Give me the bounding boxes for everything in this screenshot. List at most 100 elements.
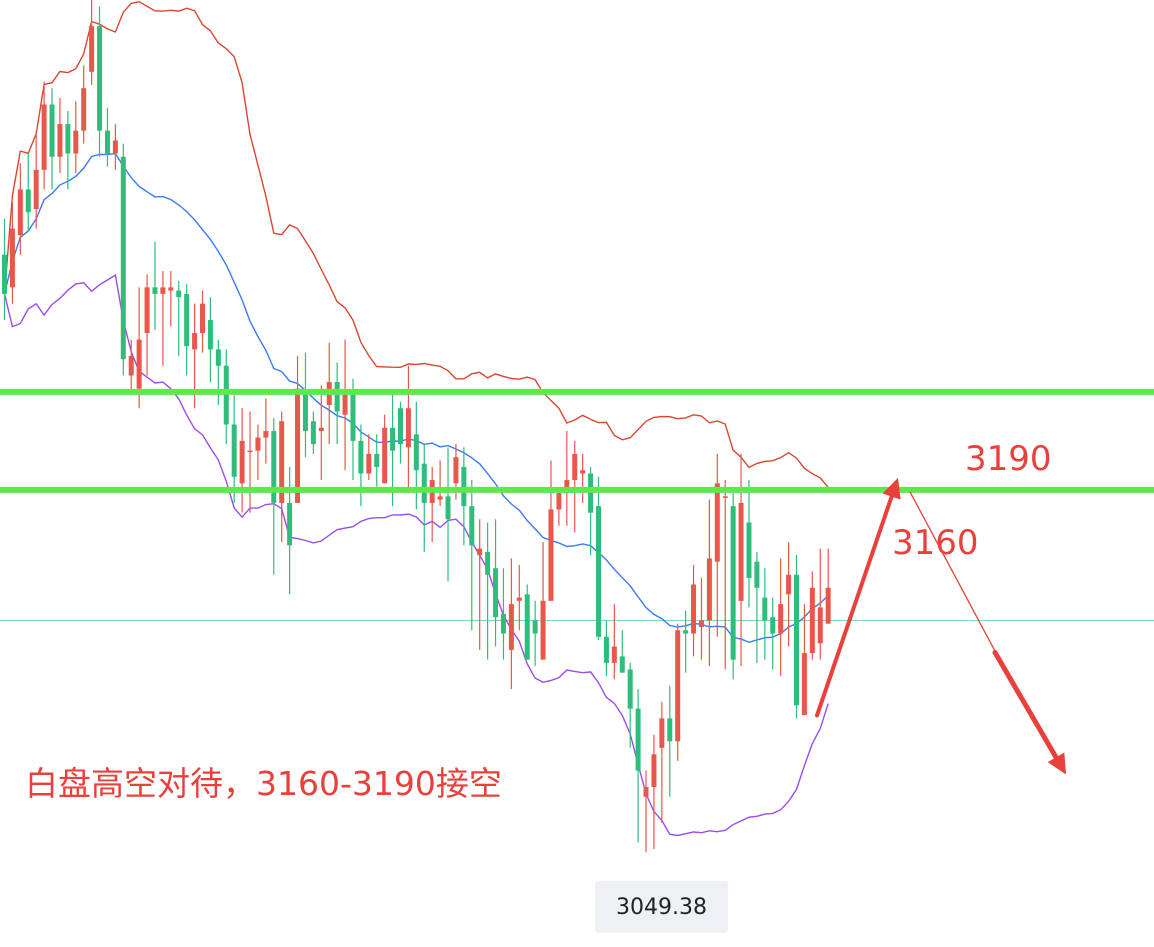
candle: [382, 414, 388, 484]
candle-body: [302, 391, 308, 432]
candle: [17, 163, 23, 255]
candle: [200, 290, 205, 353]
candle: [477, 519, 483, 650]
candle-body: [635, 708, 641, 771]
candle: [500, 568, 506, 660]
candle-body: [73, 130, 79, 154]
candle-body: [342, 391, 348, 415]
candle: [144, 274, 150, 376]
candle: [485, 522, 491, 660]
candle: [524, 584, 530, 660]
candle: [611, 604, 617, 680]
candle: [366, 434, 372, 481]
candle: [778, 558, 784, 676]
candle: [263, 398, 269, 464]
candle: [374, 434, 380, 487]
candle-body: [651, 754, 657, 787]
candle-body: [65, 124, 71, 154]
candle-body: [500, 613, 506, 634]
candle-body: [588, 473, 594, 513]
candle: [207, 297, 213, 383]
candle-body: [706, 558, 712, 621]
upper-band-line: [3, 0, 829, 488]
candle: [65, 111, 71, 190]
candle-body: [762, 597, 768, 621]
candle: [239, 408, 245, 513]
candle-body: [168, 287, 174, 291]
candle-body: [738, 502, 744, 601]
candle-body: [493, 568, 499, 618]
candle-body: [698, 620, 704, 627]
candle-body: [128, 355, 134, 376]
candle-body: [667, 718, 673, 742]
candle-body: [160, 287, 166, 294]
candle: [287, 466, 293, 595]
candle: [160, 271, 166, 366]
candle: [350, 378, 356, 481]
candle: [429, 466, 435, 543]
candle: [445, 447, 451, 582]
candle: [469, 480, 475, 631]
candle: [809, 571, 815, 660]
candle-body: [461, 466, 467, 507]
middle-band-line: [3, 152, 829, 644]
candle-body: [350, 391, 356, 441]
candle: [706, 499, 712, 667]
candle: [73, 101, 79, 174]
candle-body: [9, 228, 15, 288]
candle: [714, 453, 720, 637]
candle-body: [730, 506, 736, 660]
candle: [89, 0, 95, 85]
candle: [794, 555, 799, 719]
candle-body: [714, 483, 720, 562]
candle-body: [619, 656, 625, 673]
candle: [112, 124, 118, 170]
resistance-levels: [0, 388, 1154, 493]
candle: [128, 339, 134, 392]
candle-body: [176, 290, 182, 298]
candle-body: [271, 431, 277, 503]
candle-body: [200, 303, 205, 334]
candle-body: [239, 440, 245, 484]
candle-body: [89, 26, 95, 72]
candle-body: [231, 424, 237, 477]
candle: [651, 734, 657, 850]
level-label-3160: 3160: [892, 523, 979, 563]
candle: [223, 349, 229, 445]
candle-body: [675, 630, 681, 742]
candle: [770, 597, 776, 670]
candle-body: [223, 365, 229, 425]
candle: [9, 202, 15, 304]
candle: [310, 411, 316, 454]
candle: [516, 564, 522, 631]
up-arrow-head: [882, 477, 901, 500]
candle: [738, 453, 744, 667]
candle: [57, 97, 63, 174]
candle: [334, 362, 340, 445]
candle-body: [453, 457, 459, 484]
candle-body: [817, 607, 823, 644]
candle: [667, 685, 673, 797]
candle: [754, 551, 760, 663]
candle: [152, 241, 158, 330]
candle-body: [477, 548, 483, 556]
candle-body: [540, 600, 546, 660]
down-arrow-thin: [909, 491, 1001, 661]
candle-body: [778, 604, 784, 634]
candle-body: [41, 104, 47, 170]
candle: [596, 476, 601, 641]
candle-body: [413, 434, 419, 471]
candle: [548, 460, 554, 601]
candle-body: [287, 502, 293, 546]
candle: [358, 424, 364, 507]
candle-body: [120, 156, 126, 360]
candle-body: [421, 463, 427, 503]
candle-body: [81, 88, 87, 131]
candle-body: [192, 333, 198, 350]
candle: [33, 130, 39, 229]
candle-body: [112, 140, 118, 154]
up-arrow-shaft: [815, 485, 897, 718]
candle: [643, 770, 649, 853]
candle-body: [104, 130, 110, 154]
